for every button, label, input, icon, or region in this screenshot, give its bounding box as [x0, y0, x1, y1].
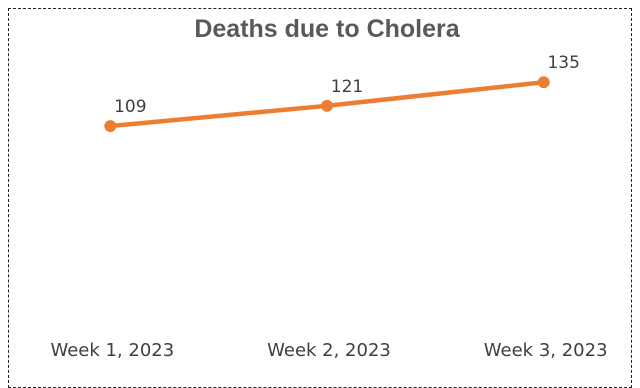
x-tick-label: Week 2, 2023	[267, 340, 391, 361]
x-tick-label: Week 1, 2023	[50, 340, 174, 361]
data-label: 121	[331, 77, 363, 97]
plot-area: 109 121 135 Week 1, 2023 Week 2, 2023 Week 3,…	[50, 53, 607, 361]
chart-frame	[8, 8, 632, 388]
data-point	[321, 99, 333, 112]
data-point	[537, 76, 550, 89]
line-chart: Deaths due to Cholera 109 121 135 Week 1, 2…	[50, 15, 607, 361]
x-tick-label: Week 3, 2023	[484, 340, 608, 361]
data-label: 109	[114, 97, 146, 117]
data-label: 135	[547, 53, 579, 73]
data-point	[104, 120, 117, 133]
chart-title: Deaths due to Cholera	[194, 15, 460, 43]
